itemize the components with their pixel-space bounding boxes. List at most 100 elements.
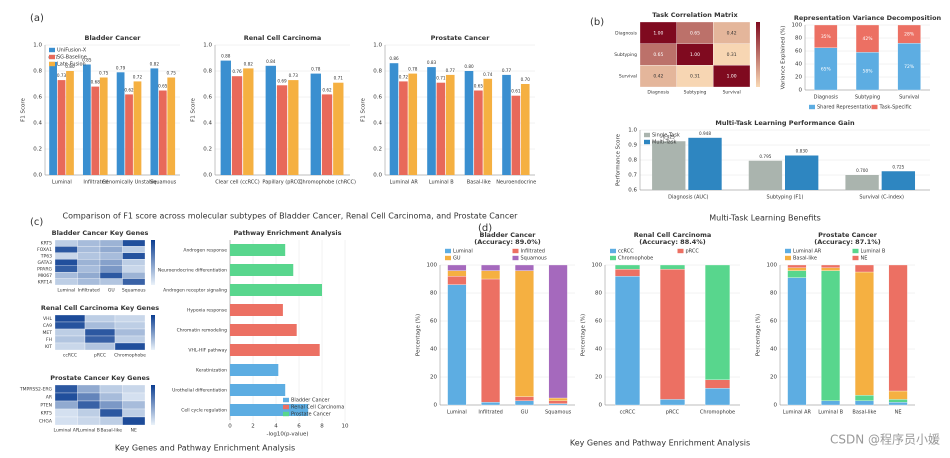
heatmap-cell [99, 239, 123, 247]
legend-label: Multi-Task [652, 140, 676, 146]
legend-label: ccRCC [618, 249, 634, 255]
bar-segment [888, 264, 908, 392]
bar-segment [787, 277, 807, 406]
y-tick-label: 40 [430, 347, 437, 353]
y-tick-label: Urothelial differentiation [172, 388, 227, 394]
chart-subtitle: (Accuracy: 89.0%) [474, 238, 540, 246]
bar-segment [704, 388, 731, 406]
data-label: 0.82 [150, 61, 160, 66]
x-tick-label: Luminal B [818, 410, 843, 416]
x-tick-label: Luminal [447, 410, 467, 416]
y-axis-label: Variance Explained (%) [781, 26, 787, 90]
heatmap-cell [99, 259, 123, 266]
chart-title: Bladder Cancer [84, 34, 141, 42]
heatmap-cell [77, 384, 101, 394]
col-label: Infiltrated [78, 288, 100, 294]
row-label: MKI67 [38, 273, 52, 279]
heatmap-cell [54, 252, 78, 260]
bar-segment [854, 264, 874, 273]
legend-label: Infiltrated [521, 249, 545, 255]
y-tick-label: 100 [792, 23, 803, 29]
legend-label: Late-Fusion [57, 62, 86, 68]
chart-title: Bladder Cancer [479, 231, 536, 239]
bar-segment [447, 284, 467, 406]
watermark: CSDN @程序员小媛 [830, 432, 940, 447]
heatmap-cell [122, 384, 146, 394]
col-label: Diagnosis [647, 90, 670, 96]
legend-label: UniFusion-X [57, 48, 87, 54]
chart-title: Multi-Task Learning Performance Gain [715, 119, 855, 127]
y-axis-label: Percentage (%) [581, 314, 587, 356]
heatmap-cell [54, 271, 78, 279]
y-tick-label: 0 [599, 403, 603, 409]
y-tick-label: 0.2 [203, 147, 212, 153]
bar [167, 77, 176, 175]
legend-swatch [512, 255, 519, 261]
bar-segment [514, 396, 534, 401]
cell-label: 1.00 [653, 30, 663, 36]
y-tick-label: 60 [430, 319, 437, 325]
data-label: 0.83 [427, 60, 437, 65]
row-label: KIT [45, 344, 52, 350]
heatmap-cell [122, 400, 146, 410]
bar-segment [787, 264, 807, 268]
legend-swatch [852, 248, 859, 254]
bar-segment [821, 267, 841, 271]
bar [321, 94, 333, 175]
data-label: 0.68 [91, 80, 101, 85]
chart-title: Renal Cell Carcinoma Key Genes [41, 304, 159, 312]
row-label: AR [46, 395, 52, 401]
panel-caption: Comparison of F1 score across molecular … [63, 212, 519, 221]
row-label: KRT5 [41, 411, 52, 417]
y-axis-label: F1 Score [21, 97, 27, 121]
bar [520, 84, 530, 175]
data-label: 0.80 [464, 64, 474, 69]
bar-segment [814, 24, 838, 48]
x-tick-label: Chromophobe [700, 410, 735, 416]
y-tick-label: 0.8 [33, 69, 42, 75]
bar [445, 74, 455, 175]
col-label: ccRCC [63, 353, 77, 359]
y-tick-label: 0.4 [373, 121, 382, 127]
heatmap-cell [54, 416, 78, 426]
x-tick-label: Squamous [545, 410, 572, 416]
heatmap-cell [99, 271, 123, 279]
bar [389, 63, 399, 176]
bar-segment [821, 270, 841, 401]
heatmap-cell [114, 314, 146, 323]
bar [231, 76, 243, 175]
x-tick-label: 2 [251, 424, 255, 430]
x-tick-label: Papillary (pRCC) [262, 180, 302, 186]
cell-label: 1.00 [727, 74, 737, 80]
data-label: 0.73 [289, 73, 299, 78]
bar [230, 244, 286, 256]
col-label: Survival [723, 90, 741, 96]
bar-segment [548, 400, 568, 404]
heatmap-cell [99, 384, 123, 394]
heatmap-cell [54, 342, 86, 351]
y-tick-label: 80 [795, 36, 802, 42]
heatmap-cell [122, 278, 146, 286]
data-label: 72% [904, 64, 915, 70]
heatmap-cell [84, 342, 116, 351]
x-tick-label: Infiltrated [478, 410, 502, 416]
col-label: Squamous [122, 288, 146, 294]
heatmap-cell [77, 408, 101, 418]
row-label: FH [46, 337, 52, 343]
heatmap-cell [122, 239, 146, 247]
legend-label: Squamous [521, 256, 548, 262]
bar [408, 73, 418, 175]
heatmap-cell [84, 321, 116, 330]
bar [399, 81, 408, 175]
bar [230, 284, 322, 296]
y-tick-label: 0.8 [628, 158, 637, 164]
heatmap-cell [77, 239, 101, 247]
row-label: CHGA [39, 419, 53, 425]
bar [483, 78, 493, 175]
panel-caption: Multi-Task Learning Benefits [709, 214, 821, 223]
panel-caption: Key Genes and Pathway Enrichment Analysi… [115, 444, 295, 453]
heatmap-cell [99, 278, 123, 286]
bar-segment [704, 264, 731, 380]
legend-swatch [49, 54, 55, 60]
y-tick-label: 0.4 [33, 121, 42, 127]
